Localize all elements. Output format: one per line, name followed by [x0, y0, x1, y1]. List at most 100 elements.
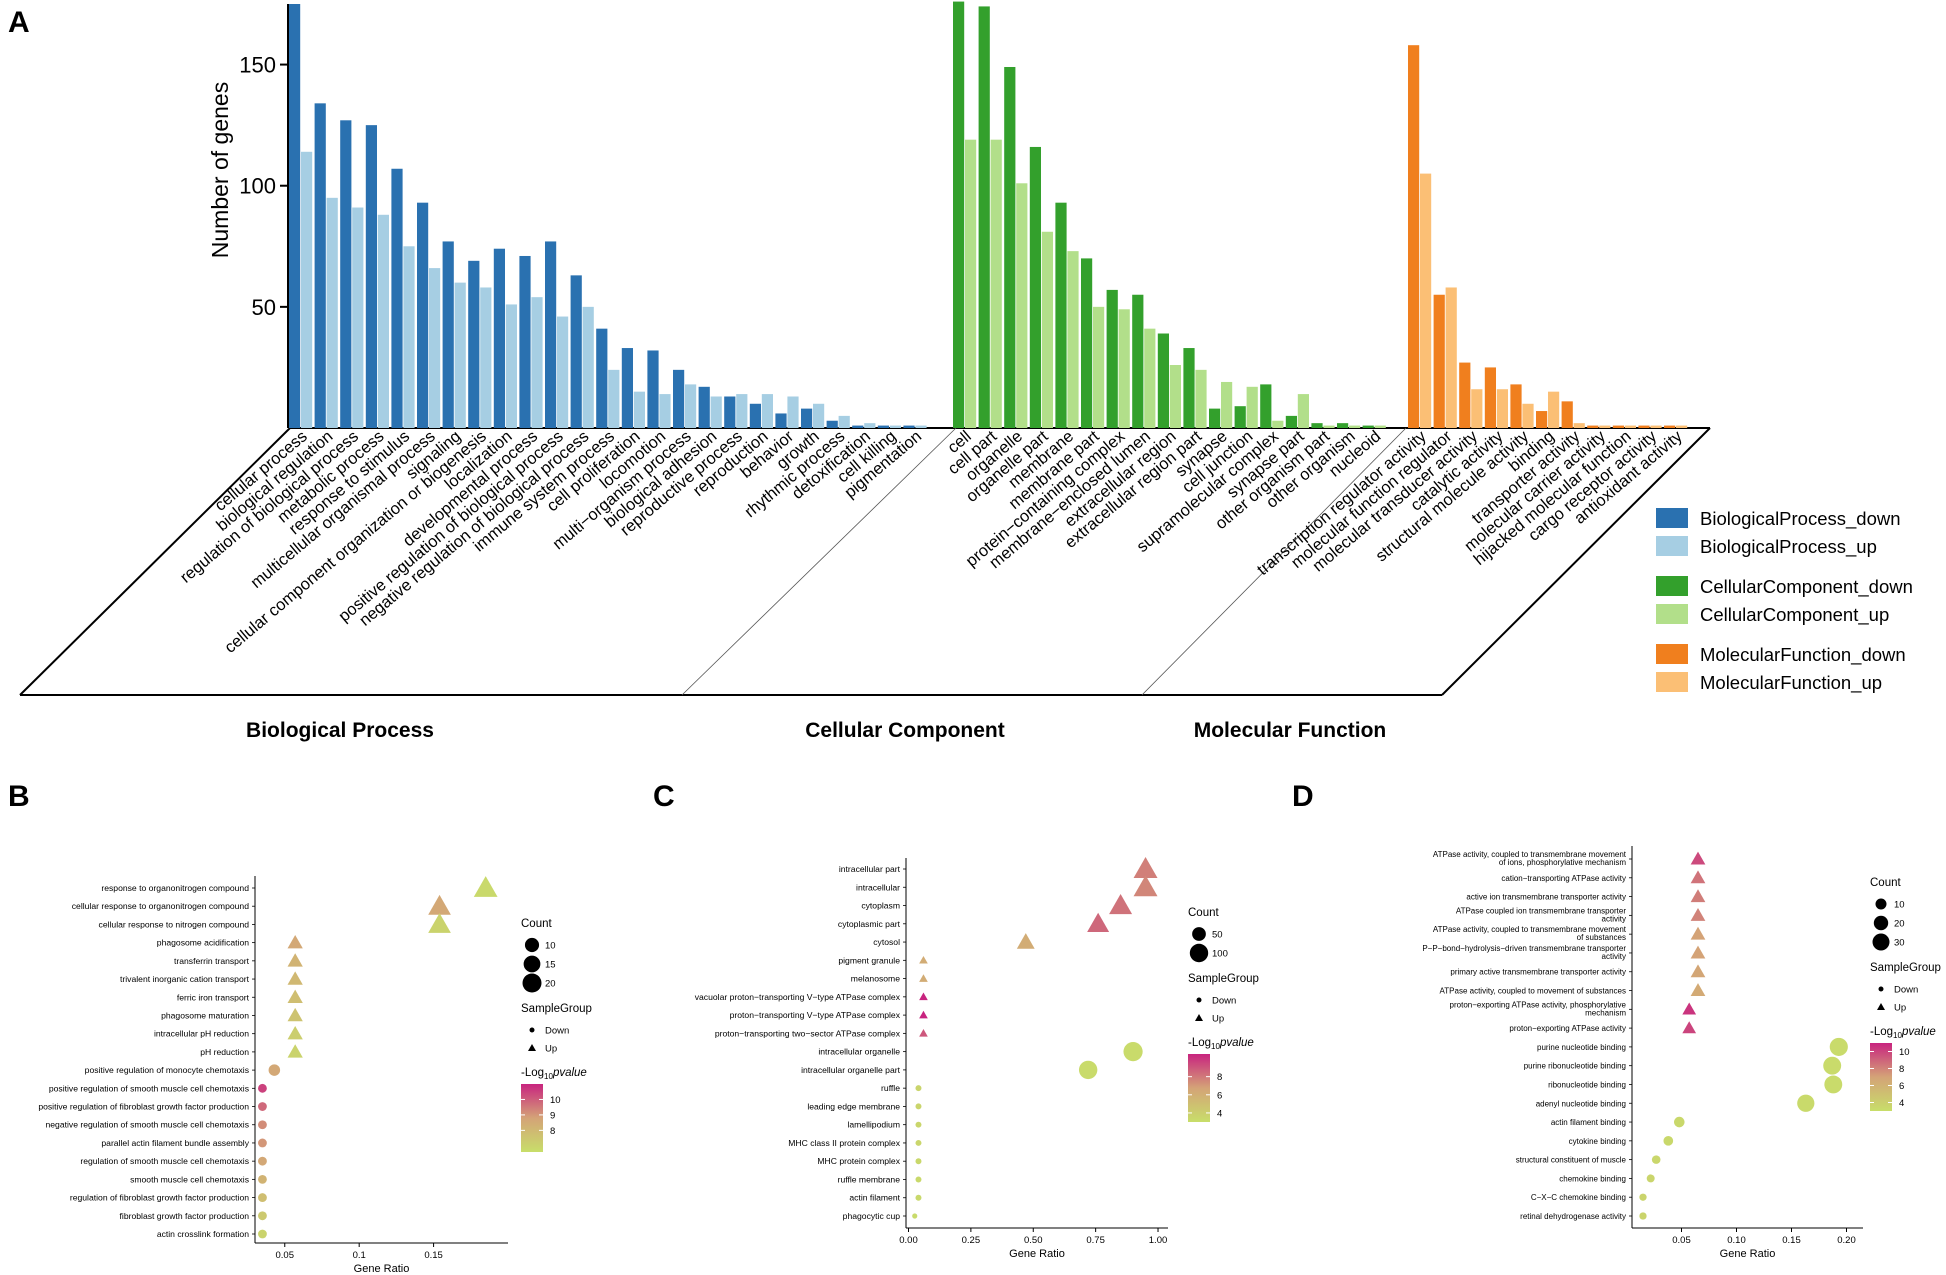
bar-legend: BiologicalProcess_down BiologicalProcess_…	[1656, 508, 1913, 694]
bar-molecularfunction-up-cargo-receptor-activity	[1650, 425, 1662, 428]
bar-biologicalprocess-down-immune-system-process	[596, 328, 608, 428]
x-tick-label: 0.00	[899, 1235, 918, 1246]
term-label: fibroblast growth factor production	[120, 1211, 250, 1221]
term-label: cellular response to organonitrogen comp…	[72, 901, 249, 911]
bar-cellularcomponent-down-membrane-enclosed-lumen	[1132, 294, 1144, 428]
group-labels: Biological Process Cellular Component Mole…	[246, 719, 1386, 742]
bar-cellularcomponent-down-extracellular-region-part	[1183, 348, 1195, 428]
term-label: cytosol	[873, 937, 900, 947]
point-down-phagocytic-cup	[912, 1213, 918, 1219]
bar-cellularcomponent-up-other-organism	[1349, 425, 1361, 428]
term-label: ferric iron transport	[177, 992, 250, 1002]
x-tick-label: 0.15	[1782, 1235, 1801, 1246]
legend-color-tick-label: 8	[1217, 1072, 1222, 1083]
point-up-primary-active-transmembrane-transporter-activity	[1690, 964, 1706, 978]
legend-count-label: 10	[1894, 900, 1905, 911]
term-label: phagosome acidification	[157, 938, 249, 948]
legend-pvalue-title: -Log10pvalue	[521, 1067, 587, 1081]
term-label-line: of substances	[1577, 933, 1626, 942]
point-down-chemokine-binding	[1646, 1174, 1655, 1183]
bar-biologicalprocess-down-positive-regulation-of-biological-process	[545, 241, 557, 428]
x-tick-label: 0.20	[1837, 1235, 1856, 1246]
legend-count-dot	[1873, 915, 1889, 931]
term-label: melanosome	[851, 974, 900, 984]
bar-molecularfunction-down-structural-molecule-activity	[1510, 384, 1522, 428]
term-label-line: P−P−bond−hydrolysis−driven transmembrane…	[1422, 944, 1626, 953]
x-axis-title: Gene Ratio	[1720, 1248, 1776, 1260]
point-up-atpase-activity-coupled-to-movement-of-substances	[1690, 983, 1706, 997]
term-label: retinal dehydrogenase activity	[1520, 1212, 1626, 1221]
bar-cellularcomponent-down-cell-part	[978, 6, 990, 429]
point-up-cation-transporting-atpase-activity	[1690, 870, 1706, 884]
bar-biologicalprocess-up-pigmentation	[915, 425, 927, 428]
legend-group-down-label: Down	[1212, 996, 1236, 1007]
bar-molecularfunction-up-molecular-transducer-activity	[1471, 389, 1483, 428]
point-up-p-p-bond-hydrolysis-driven-transmembrane-transporter-activity	[1690, 945, 1706, 959]
legend-count-dot	[1875, 898, 1887, 910]
bar-molecularfunction-down-antioxidant-activity	[1664, 425, 1676, 428]
bar-biologicalprocess-down-locomotion	[647, 350, 659, 428]
bar-molecularfunction-up-structural-molecule-activity	[1522, 403, 1534, 428]
bar-molecularfunction-up-catalytic-activity	[1496, 389, 1508, 428]
point-down-purine-ribonucleotide-binding	[1823, 1056, 1842, 1075]
point-down-adenyl-nucleotide-binding	[1797, 1094, 1815, 1112]
point-down-actin-filament-binding	[1674, 1116, 1685, 1128]
term-label: ruffle membrane	[838, 1174, 901, 1184]
legend-group-down-label: Down	[1894, 985, 1918, 996]
bar-molecularfunction-up-binding	[1548, 391, 1560, 428]
term-label: negative regulation of smooth muscle cel…	[46, 1120, 250, 1130]
bar-cellularcomponent-down-extracellular-region	[1157, 333, 1169, 428]
point-down-purine-nucleotide-binding	[1829, 1037, 1848, 1056]
point-down-structural-constituent-of-muscle	[1651, 1155, 1661, 1164]
bar-cellularcomponent-up-other-organism-part	[1323, 425, 1335, 428]
group-label-molecular-function: Molecular Function	[1194, 719, 1387, 742]
x-axis-title: Gene Ratio	[1009, 1248, 1065, 1260]
bar-biologicalprocess-down-behavior	[775, 413, 787, 428]
term-label: proton−transporting two−sector ATPase co…	[715, 1028, 901, 1038]
legend-label-biologicalprocess-down: BiologicalProcess_down	[1700, 508, 1901, 530]
bar-biologicalprocess-down-biological-regulation	[314, 103, 326, 428]
point-up-active-ion-transmembrane-transporter-activity	[1690, 889, 1706, 903]
legend-group-down-label: Down	[545, 1026, 569, 1037]
bar-biologicalprocess-up-regulation-of-biological-process	[352, 207, 364, 428]
term-label: active ion transmembrane transporter act…	[1466, 893, 1626, 902]
term-label: vacuolar proton−transporting V−type ATPa…	[695, 992, 901, 1002]
bar-biologicalprocess-down-regulation-of-biological-process	[340, 120, 352, 428]
legend-color-tick-label: 8	[1899, 1064, 1904, 1075]
bar-biologicalprocess-up-cellular-component-organization-or-biogenesis	[480, 287, 492, 428]
term-label: actin crosslink formation	[157, 1229, 249, 1239]
bar-cellularcomponent-down-synapse	[1209, 408, 1221, 428]
point-down-smooth-muscle-cell-chemotaxis	[258, 1174, 267, 1184]
x-tick-label: 0.25	[962, 1235, 981, 1246]
legend-group-up-label: Up	[545, 1044, 557, 1055]
legend-label-biologicalprocess-up: BiologicalProcess_up	[1700, 536, 1877, 558]
x-tick-label: 0.05	[276, 1250, 295, 1261]
x-tick-label: 1.00	[1149, 1235, 1168, 1246]
bar-biologicalprocess-down-growth	[801, 408, 813, 428]
dot-plot-b: 0.05 0.1 0.15 Gene Ratio response to organon…	[38, 876, 592, 1275]
bar-molecularfunction-down-transporter-activity	[1561, 401, 1573, 428]
term-label: trivalent inorganic cation transport	[120, 974, 250, 984]
term-label: intracellular organelle	[818, 1047, 900, 1057]
bar-cellularcomponent-up-cell	[965, 139, 977, 428]
bar-cellularcomponent-up-membrane	[1067, 251, 1079, 428]
bar-biologicalprocess-up-multicellular-organismal-process	[429, 268, 441, 428]
legend-pvalue-title-sub: 10	[544, 1072, 553, 1081]
term-label: ATPase coupled ion transmembrane transpo…	[1456, 906, 1626, 923]
legend-label-molecularfunction-up: MolecularFunction_up	[1700, 672, 1882, 694]
x-tick-label: 0.15	[424, 1250, 443, 1261]
x-axis-title: Gene Ratio	[354, 1263, 410, 1275]
group-label-cellular-component: Cellular Component	[805, 719, 1005, 742]
point-down-c-x-c-chemokine-binding	[1639, 1193, 1647, 1201]
legend-group-down-mark	[529, 1027, 535, 1033]
point-up-proton-exporting-atpase-activity	[1682, 1021, 1697, 1034]
term-label: regulation of fibroblast growth factor p…	[70, 1193, 249, 1203]
term-label: parallel actin filament bundle assembly	[101, 1138, 249, 1148]
legend-count-label: 50	[1212, 930, 1223, 941]
term-label: pigment granule	[838, 955, 900, 965]
bar-molecularfunction-up-transcription-regulator-activity	[1420, 173, 1432, 428]
point-up-intracellular	[1133, 875, 1158, 897]
point-down-retinal-dehydrogenase-activity	[1639, 1212, 1647, 1220]
term-label: ribonucleotide binding	[1548, 1080, 1626, 1089]
bar-biologicalprocess-up-developmental-process	[531, 297, 543, 428]
